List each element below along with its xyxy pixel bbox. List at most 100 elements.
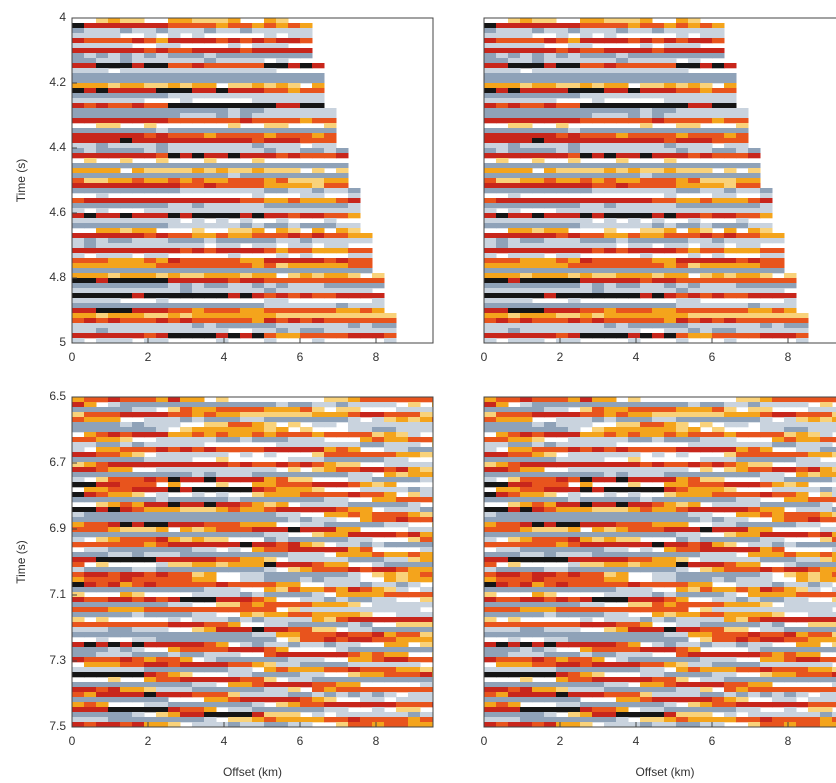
seismic-cell: [628, 233, 641, 239]
seismic-cell: [324, 263, 337, 269]
seismic-cell: [120, 477, 133, 483]
seismic-cell: [348, 263, 361, 269]
seismic-cell: [760, 412, 773, 418]
seismic-cell: [336, 462, 349, 468]
seismic-cell: [108, 452, 121, 458]
seismic-cell: [96, 118, 109, 124]
seismic-cell: [96, 617, 109, 623]
seismic-cell: [532, 253, 545, 259]
seismic-cell: [712, 208, 725, 214]
seismic-cell: [288, 278, 301, 284]
seismic-cell: [568, 93, 581, 99]
seismic-cell: [408, 532, 421, 538]
seismic-cell: [676, 482, 689, 488]
seismic-cell: [324, 617, 337, 623]
seismic-cell: [168, 572, 181, 578]
seismic-cell: [724, 273, 737, 279]
seismic-cell: [168, 108, 181, 114]
seismic-cell: [508, 328, 521, 334]
seismic-cell: [496, 278, 509, 284]
seismic-cell: [300, 482, 313, 488]
seismic-cell: [496, 148, 509, 154]
seismic-cell: [408, 552, 421, 558]
seismic-cell: [276, 702, 289, 708]
seismic-cell: [580, 208, 593, 214]
seismic-cell: [384, 702, 397, 708]
seismic-cell: [108, 502, 121, 508]
seismic-cell: [84, 462, 97, 468]
seismic-cell: [108, 333, 121, 339]
seismic-cell: [216, 53, 229, 59]
seismic-cell: [192, 58, 205, 64]
seismic-cell: [348, 188, 361, 194]
seismic-cell: [408, 407, 421, 413]
seismic-cell: [532, 28, 545, 34]
seismic-cell: [508, 233, 521, 239]
seismic-cell: [204, 642, 217, 648]
seismic-cell: [616, 422, 629, 428]
seismic-cell: [168, 328, 181, 334]
seismic-cell: [204, 73, 217, 79]
seismic-cell: [288, 682, 301, 688]
seismic-cell: [520, 482, 533, 488]
seismic-cell: [96, 717, 109, 723]
seismic-cell: [432, 602, 433, 608]
seismic-cell: [736, 422, 749, 428]
seismic-cell: [688, 407, 701, 413]
seismic-cell: [156, 118, 169, 124]
seismic-cell: [156, 452, 169, 458]
seismic-cell: [556, 407, 569, 413]
seismic-cell: [372, 562, 385, 568]
seismic-cell: [544, 263, 557, 269]
seismic-cell: [664, 58, 677, 64]
seismic-cell: [396, 517, 409, 523]
seismic-cell: [264, 63, 277, 69]
seismic-cell: [240, 318, 253, 324]
seismic-cell: [568, 313, 581, 319]
seismic-cell: [240, 113, 253, 119]
seismic-cell: [784, 422, 797, 428]
seismic-cell: [496, 452, 509, 458]
seismic-cell: [640, 412, 653, 418]
seismic-cell: [748, 407, 761, 413]
seismic-cell: [568, 437, 581, 443]
seismic-cell: [156, 203, 169, 209]
seismic-cell: [420, 672, 433, 678]
seismic-cell: [120, 103, 133, 109]
seismic-cell: [556, 442, 569, 448]
seismic-cell: [276, 308, 289, 314]
seismic-cell: [772, 268, 785, 274]
seismic-cell: [264, 88, 277, 94]
seismic-cell: [264, 432, 277, 438]
seismic-cell: [676, 133, 689, 139]
seismic-cell: [432, 462, 433, 468]
seismic-cell: [264, 83, 277, 89]
seismic-cell: [240, 153, 253, 159]
seismic-cell: [784, 402, 797, 408]
seismic-cell: [384, 522, 397, 528]
seismic-cell: [348, 208, 361, 214]
seismic-cell: [132, 687, 145, 693]
seismic-cell: [544, 218, 557, 224]
seismic-cell: [508, 93, 521, 99]
seismic-cell: [192, 133, 205, 139]
seismic-cell: [676, 333, 689, 339]
seismic-cell: [324, 582, 337, 588]
seismic-cell: [84, 512, 97, 518]
seismic-cell: [300, 672, 313, 678]
seismic-cell: [724, 268, 737, 274]
seismic-cell: [156, 702, 169, 708]
seismic-cell: [204, 113, 217, 119]
seismic-cell: [700, 412, 713, 418]
seismic-cell: [156, 43, 169, 49]
seismic-cell: [192, 507, 205, 513]
seismic-cell: [96, 407, 109, 413]
seismic-cell: [736, 412, 749, 418]
seismic-cell: [72, 417, 85, 423]
seismic-cell: [348, 502, 361, 508]
seismic-cell: [216, 108, 229, 114]
seismic-cell: [228, 138, 241, 144]
seismic-cell: [132, 48, 145, 54]
seismic-cell: [204, 447, 217, 453]
